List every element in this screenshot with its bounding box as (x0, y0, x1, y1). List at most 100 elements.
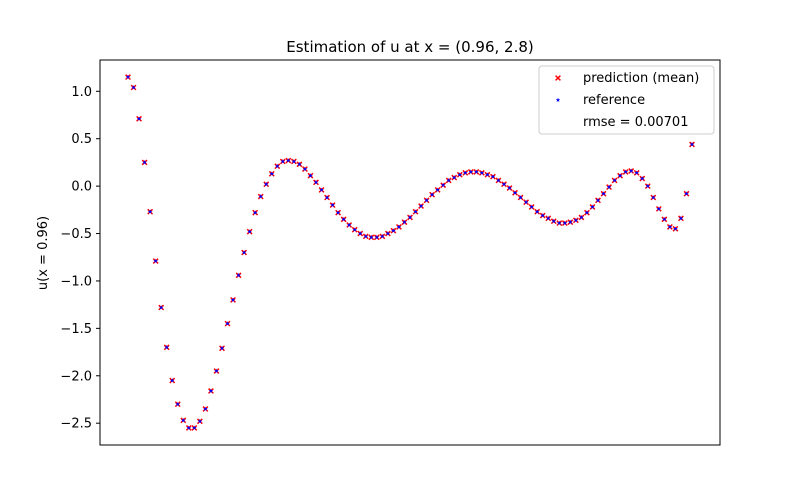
reference-point (440, 182, 446, 188)
reference-point (651, 195, 656, 200)
reference-point (667, 224, 673, 229)
reference-point (369, 234, 374, 240)
reference-point (451, 175, 457, 180)
reference-point (413, 209, 418, 214)
reference-point (302, 166, 308, 171)
reference-point (192, 425, 197, 430)
reference-point (324, 195, 330, 200)
y-tick-label: −1.5 (60, 322, 92, 337)
reference-point (153, 258, 158, 263)
reference-point (512, 190, 518, 195)
reference-point (125, 74, 131, 80)
reference-point (330, 202, 335, 208)
reference-point (407, 215, 413, 220)
reference-point (606, 184, 612, 190)
reference-point (590, 204, 595, 209)
reference-point (142, 160, 147, 165)
reference-point (617, 173, 623, 178)
reference-point (468, 169, 474, 174)
reference-point (573, 217, 579, 223)
reference-point (136, 116, 142, 121)
y-tick-label: −2.5 (60, 417, 92, 432)
reference-point (673, 226, 678, 231)
reference-point (490, 174, 496, 179)
reference-point (219, 345, 225, 351)
reference-point (252, 210, 258, 215)
reference-point (507, 185, 512, 190)
reference-point (241, 250, 247, 255)
reference-point (385, 231, 391, 236)
reference-point (230, 297, 236, 302)
reference-point (595, 197, 601, 203)
reference-point (529, 204, 534, 209)
reference-point (197, 418, 203, 424)
reference-point (579, 215, 584, 220)
reference-point (545, 215, 551, 221)
reference-point (258, 194, 263, 199)
reference-point (313, 179, 319, 185)
reference-point (158, 305, 164, 310)
chart-title: Estimation of u at x = (0.96, 2.8) (286, 38, 533, 56)
reference-point (175, 401, 181, 407)
reference-point (374, 234, 380, 240)
y-tick-label: −0.5 (60, 227, 92, 242)
y-tick-label: 0.5 (71, 132, 92, 147)
reference-point (418, 203, 424, 208)
reference-point (319, 187, 324, 192)
reference-point (623, 169, 628, 174)
reference-point (352, 227, 357, 232)
reference-point (689, 142, 695, 147)
legend: prediction (mean) reference rmse = 0.007… (538, 65, 715, 135)
y-axis-label: u(x = 0.96) (36, 216, 51, 290)
reference-point (584, 210, 590, 215)
reference-point (568, 219, 573, 225)
legend-x-marker (555, 75, 561, 81)
y-tick-label: −1.0 (60, 274, 92, 289)
reference-point (628, 168, 634, 173)
reference-point (214, 368, 219, 373)
plot-frame (99, 59, 721, 446)
reference-point (474, 169, 479, 174)
reference-point (297, 161, 302, 167)
legend-marker-reference (555, 97, 561, 102)
reference-point (341, 216, 346, 222)
reference-point (346, 222, 352, 227)
legend-marker-prediction (555, 75, 561, 81)
reference-point (169, 378, 175, 383)
reference-point (601, 191, 606, 196)
reference-point (429, 192, 435, 197)
legend-box (538, 65, 715, 135)
reference-point (540, 213, 545, 218)
reference-point (662, 216, 667, 222)
reference-point (236, 272, 241, 278)
reference-point (380, 233, 385, 239)
reference-point (435, 187, 440, 192)
reference-point (645, 183, 651, 189)
legend-star-marker (555, 97, 561, 102)
reference-point (263, 181, 269, 187)
y-tick-label: −2.0 (60, 369, 92, 384)
reference-point (612, 178, 617, 183)
reference-point (391, 228, 396, 233)
reference-point (479, 170, 485, 175)
reference-point (402, 219, 407, 225)
reference-point (424, 197, 429, 203)
reference-point (208, 388, 214, 393)
y-tick-label: 1.0 (71, 85, 92, 100)
reference-point (463, 170, 468, 175)
legend-label-reference: reference (583, 93, 645, 108)
reference-point (396, 224, 402, 229)
reference-point (639, 176, 645, 181)
reference-point (164, 344, 169, 350)
reference-point (275, 163, 280, 169)
reference-point (551, 218, 557, 224)
y-axis-ticks: 1.0 0.5 0.0 −0.5 −1.0 −1.5 −2.0 −2.5 (60, 85, 100, 432)
reference-point (280, 159, 286, 164)
reference-point (286, 158, 291, 163)
reference-point (518, 195, 523, 200)
reference-point (496, 178, 501, 183)
reference-point (684, 191, 689, 196)
reference-point (269, 171, 275, 176)
reference-point (523, 199, 529, 205)
reference-point (181, 417, 186, 423)
